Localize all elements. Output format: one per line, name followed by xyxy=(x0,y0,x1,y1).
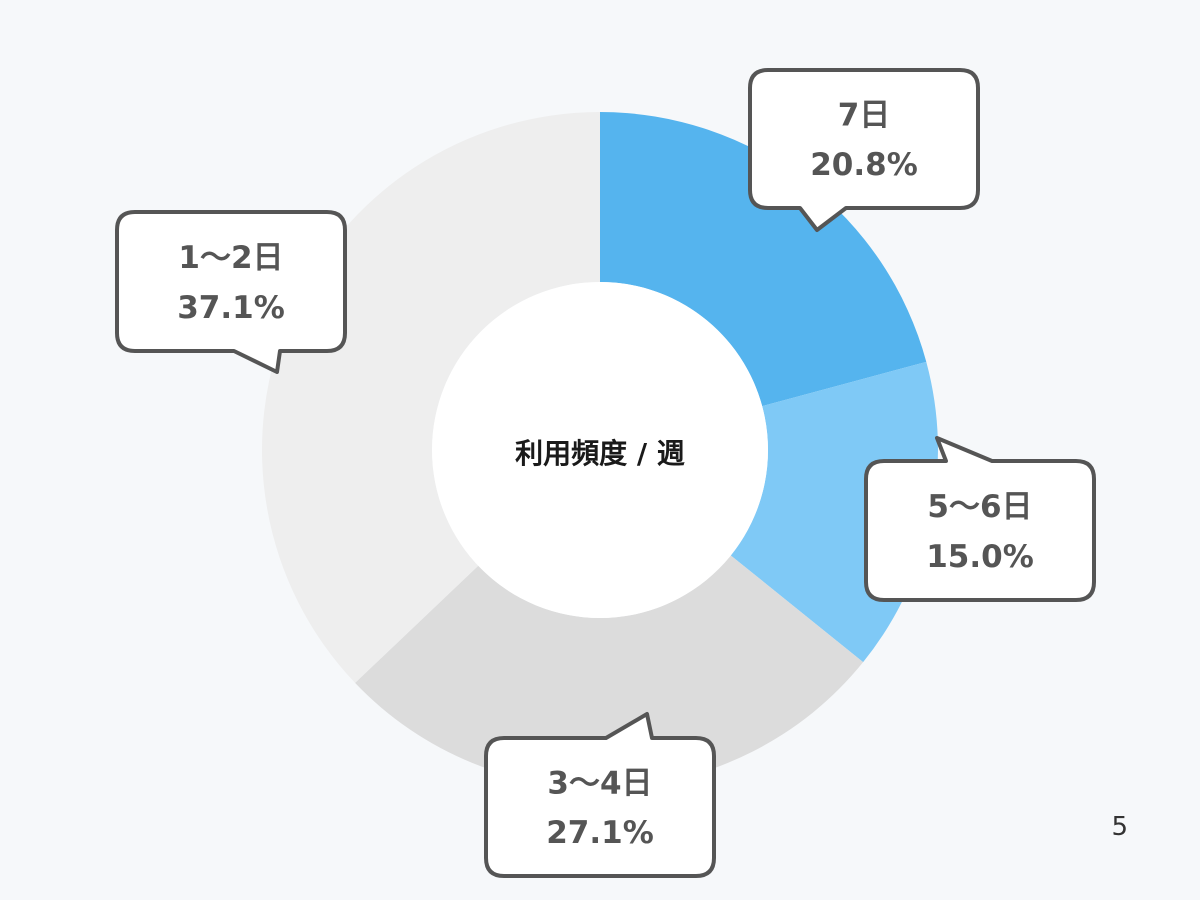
value-label-3-4-days: 27.1% xyxy=(546,815,654,851)
category-label-5-6-days: 5〜6日 xyxy=(927,489,1032,525)
callout-3-4-days: 3〜4日 27.1% xyxy=(484,712,716,878)
slice-3-4-days xyxy=(355,555,864,789)
slices-group xyxy=(261,111,939,789)
slice-7-days xyxy=(600,112,927,407)
callout-bubble-1-2-days xyxy=(115,210,347,374)
callout-1-2-days: 1〜2日 37.1% xyxy=(115,210,347,374)
callout-bubble-3-4-days xyxy=(484,712,716,878)
callout-5-6-days: 5〜6日 15.0% xyxy=(864,436,1096,602)
value-label-1-2-days: 37.1% xyxy=(177,290,285,326)
callouts-group: 7日 20.8% 5〜6日 15.0% 3〜4日 27.1% 1〜2日 37.1% xyxy=(115,68,1096,878)
category-label-1-2-days: 1〜2日 xyxy=(178,240,283,276)
value-label-7-days: 20.8% xyxy=(810,147,918,183)
category-label-7-days: 7日 xyxy=(838,97,891,133)
callout-bubble-7-days xyxy=(748,68,980,232)
center-label: 利用頻度 / 週 xyxy=(515,437,685,470)
donut-hole xyxy=(432,282,768,618)
page-number: 5 xyxy=(1111,812,1128,842)
value-label-5-6-days: 15.0% xyxy=(926,539,1034,575)
callout-7-days: 7日 20.8% xyxy=(748,68,980,232)
callout-bubble-5-6-days xyxy=(864,436,1096,602)
category-label-3-4-days: 3〜4日 xyxy=(547,765,652,801)
